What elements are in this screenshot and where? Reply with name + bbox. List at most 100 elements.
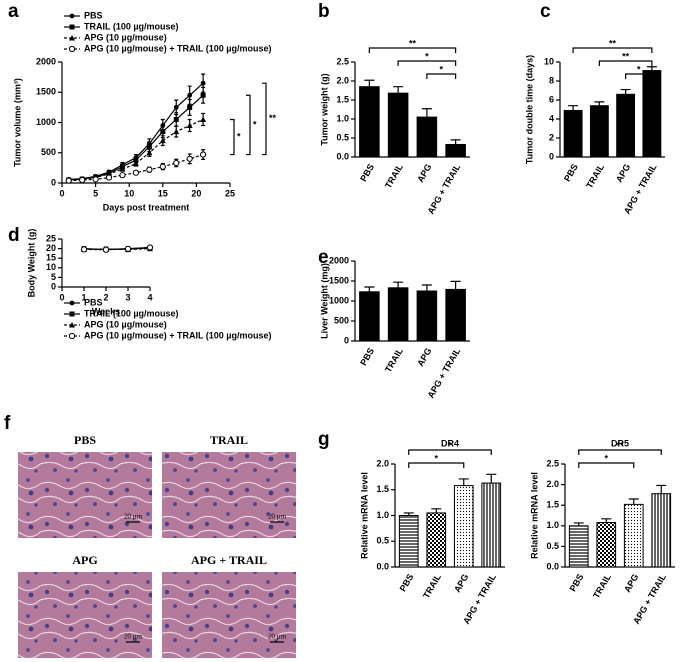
y-tick-label: 25 [46,233,56,243]
data-point [146,166,153,173]
data-point [102,246,110,253]
y-tick-label: 0.5 [546,541,559,551]
y-tick-label: 1.5 [376,484,389,494]
x-tick-label: 1 [81,292,86,302]
data-point [173,104,179,110]
histology-image [162,452,296,538]
y-axis-label: Tumor volume (mm³) [12,78,22,167]
error-bar [568,105,579,111]
x-tick-label: PBS [398,572,416,593]
error-bar [646,66,657,71]
bar [563,109,583,158]
series-line [68,118,204,181]
bar [616,93,636,158]
bar [589,105,609,158]
error-bar [458,478,469,486]
error-bar [450,139,461,145]
significance-label: * [425,51,429,61]
bar [445,288,466,342]
legend-marker [69,300,75,306]
y-tick-label: 1500 [36,87,56,97]
data-point [79,176,86,184]
data-point [173,159,180,167]
panel-letter: f [4,413,11,434]
data-point [146,144,152,150]
histology-image [18,452,152,538]
significance-label: * [253,119,257,129]
legend-marker [69,13,75,19]
error-bar [628,498,639,505]
significance-bracket [598,60,653,66]
data-point [92,176,99,183]
scale-label: 20 µm [124,513,143,521]
y-tick-label: 0 [549,151,554,161]
panel-letter: e [318,247,329,268]
bar [623,503,644,568]
significance-bracket [262,82,267,156]
x-axis-label: Days post treatment [103,202,190,212]
y-tick-label: 2000 [329,255,349,265]
y-tick-label: 2.5 [546,458,559,468]
bar [642,70,662,158]
data-point [146,149,153,156]
error-bar [431,508,442,513]
significance-bracket [368,47,457,53]
y-axis-label: Body Weight (g) [26,229,36,298]
histology-label: APG [72,553,97,567]
x-axis-label: Weeks [92,306,120,316]
significance-label: ** [609,38,617,48]
x-tick-label: 4 [147,292,152,302]
significance-bracket [408,462,465,468]
data-point [65,177,72,184]
chart-title: DR5 [611,438,629,448]
legend-marker [69,311,75,317]
series-line [68,94,204,181]
legend-label: APG (10 µg/mouse) + TRAIL (100 µg/mouse) [84,330,272,340]
legend-marker [69,35,75,41]
significance-bracket [625,73,653,79]
significance-bracket [408,449,492,455]
legend-label: APG (10 µg/mouse) [84,32,167,42]
significance-bracket [397,60,457,66]
y-tick-label: 500 [334,315,349,325]
y-tick-label: 2 [549,132,554,142]
data-point [132,160,139,167]
significance-bracket [246,94,251,156]
significance-bracket [230,118,235,156]
data-point [133,157,139,163]
legend-label: PBS [84,10,103,20]
y-tick-label: 10 [46,262,56,272]
significance-label: * [439,64,443,74]
panel-letter: c [540,1,551,22]
bar [426,512,447,568]
panel-letter: d [8,225,20,246]
y-tick-label: 0 [51,281,56,291]
bar [359,86,380,158]
x-tick-label: TRAIL [421,572,443,600]
y-tick-label: 0.0 [376,561,389,571]
histology-label: TRAIL [210,433,248,447]
y-axis-label: Tumor weight (g) [319,73,329,145]
y-tick-label: 6 [549,94,554,104]
y-tick-label: 2000 [36,56,56,66]
x-tick-label: APG [614,162,632,184]
y-axis-label: Relative mRNA level [529,472,539,559]
x-tick-label: APG [452,572,470,594]
chart-title: DR4 [441,438,459,448]
bar [651,493,672,568]
legend-marker [69,24,75,30]
x-tick-label: 2 [103,292,108,302]
data-point [187,92,193,98]
histology-label: APG + TRAIL [191,553,267,567]
x-tick-label: 15 [158,188,168,198]
x-tick-label: 0 [59,188,64,198]
significance-bracket [578,449,662,455]
data-point [200,92,206,98]
data-point [160,129,166,135]
bar [596,522,617,568]
legend-marker [68,45,76,53]
y-tick-label: 1.0 [376,510,389,520]
x-tick-label: 10 [124,188,134,198]
error-bar [403,512,414,516]
